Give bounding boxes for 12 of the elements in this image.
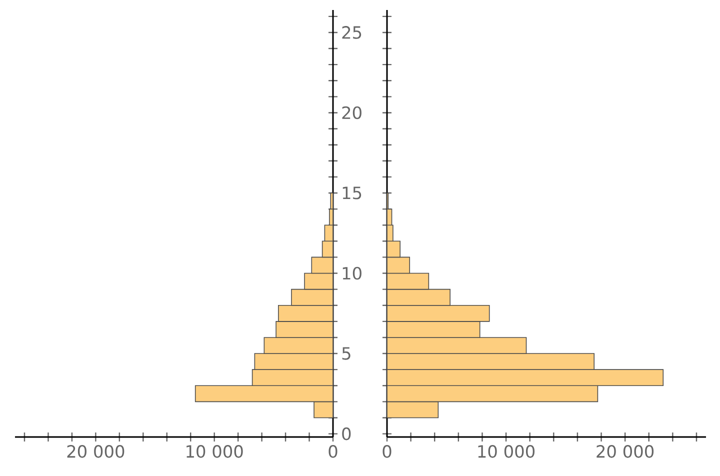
y-tick-label: 20 <box>342 106 362 120</box>
y-tick-label: 15 <box>342 186 362 200</box>
x-tick-label: 20 000 <box>67 445 124 458</box>
x-tick-label: 0 <box>328 445 338 458</box>
x-tick-label: 10 000 <box>478 445 535 458</box>
y-tick-label: 10 <box>342 266 362 280</box>
x-tick-label: 10 000 <box>186 445 243 458</box>
y-tick-label: 0 <box>342 427 351 440</box>
y-tick-label: 5 <box>342 347 350 360</box>
x-tick-label: 0 <box>382 445 392 458</box>
y-tick-label: 25 <box>342 26 362 39</box>
x-tick-label: 20 000 <box>596 445 654 458</box>
